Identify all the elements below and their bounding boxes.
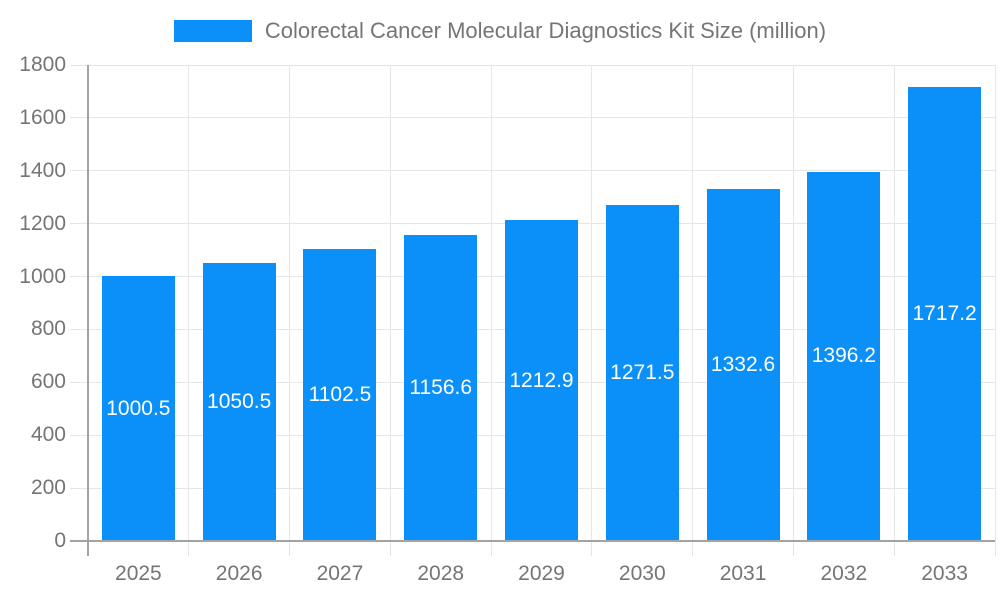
- bar-value-label: 1332.6: [710, 352, 776, 376]
- x-tick-label: 2030: [618, 562, 666, 585]
- bar[interactable]: [807, 171, 881, 541]
- bar-value-label: 1396.2: [811, 344, 876, 368]
- y-tick-label: 800: [30, 317, 66, 341]
- v-gridline: [591, 65, 593, 556]
- x-tick-label: 2027: [316, 562, 364, 585]
- y-tick-label: 400: [30, 423, 66, 447]
- bar[interactable]: [706, 188, 780, 541]
- legend-swatch[interactable]: [173, 20, 252, 42]
- h-gridline: [70, 170, 995, 172]
- x-tick-label: 2032: [820, 562, 868, 585]
- x-tick-label: 2028: [417, 562, 465, 585]
- y-tick-label: 1600: [19, 105, 66, 129]
- bar[interactable]: [101, 276, 175, 541]
- bar[interactable]: [908, 86, 982, 541]
- h-gridline: [70, 117, 995, 119]
- bar[interactable]: [303, 249, 377, 541]
- x-tick-label: 2025: [115, 562, 162, 585]
- x-tick-label: 2033: [921, 562, 968, 585]
- y-axis-line: [87, 65, 89, 556]
- h-gridline: [70, 64, 995, 66]
- bar[interactable]: [404, 235, 478, 541]
- x-axis-line: [70, 540, 995, 542]
- v-gridline: [994, 65, 996, 556]
- bar-value-label: 1156.6: [409, 376, 473, 400]
- v-gridline: [792, 65, 794, 556]
- bar[interactable]: [202, 263, 276, 541]
- y-tick-label: 1200: [19, 211, 66, 235]
- bar-value-label: 1271.5: [610, 360, 675, 384]
- v-gridline: [692, 65, 694, 556]
- x-tick-label: 2031: [719, 562, 767, 585]
- legend-label: Colorectal Cancer Molecular Diagnostics …: [264, 18, 827, 43]
- bar[interactable]: [605, 204, 679, 541]
- bar-value-label: 1102.5: [308, 383, 372, 407]
- y-tick-label: 200: [30, 476, 66, 500]
- bar-value-label: 1212.9: [509, 368, 574, 392]
- y-tick-label: 1400: [19, 158, 66, 182]
- v-gridline: [893, 65, 895, 556]
- v-gridline: [490, 65, 492, 556]
- bar-value-label: 1000.5: [106, 396, 171, 420]
- y-tick-label: 600: [30, 370, 66, 394]
- v-gridline: [389, 65, 391, 556]
- x-tick-label: 2026: [215, 562, 263, 585]
- bar-value-label: 1717.2: [912, 301, 977, 325]
- v-gridline: [289, 65, 291, 556]
- x-tick-label: 2029: [518, 562, 565, 585]
- y-tick-label: 1000: [19, 264, 66, 288]
- bar-value-label: 1050.5: [207, 390, 272, 414]
- legend: Colorectal Cancer Molecular Diagnostics …: [0, 18, 1000, 44]
- v-gridline: [188, 65, 190, 556]
- y-tick-label: 1800: [19, 53, 66, 76]
- bar[interactable]: [505, 220, 578, 541]
- y-tick-label: 0: [54, 529, 66, 552]
